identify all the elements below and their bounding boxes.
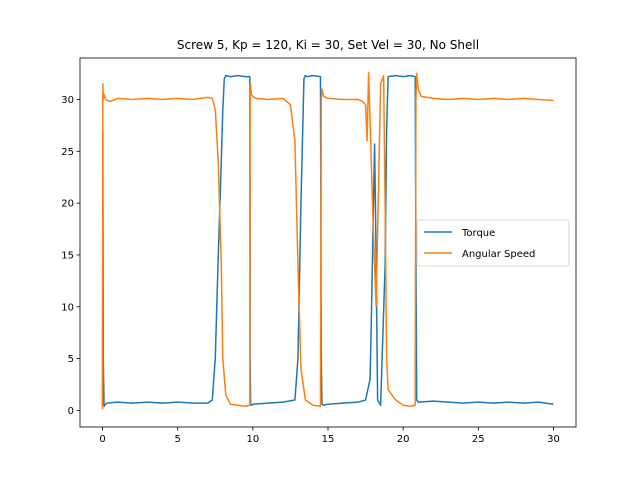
x-tick-label: 0 bbox=[99, 434, 105, 445]
x-axis: 0 5 10 15 20 25 30 bbox=[99, 427, 560, 445]
x-tick-label: 25 bbox=[472, 434, 485, 445]
y-tick-label: 15 bbox=[61, 250, 74, 261]
y-tick-label: 10 bbox=[61, 302, 74, 313]
y-tick-label: 5 bbox=[68, 354, 74, 365]
x-tick-label: 10 bbox=[246, 434, 259, 445]
y-axis: 0 5 10 15 20 25 30 bbox=[61, 95, 80, 417]
x-tick-label: 5 bbox=[175, 434, 181, 445]
series-line-angular-speed bbox=[101, 71, 554, 410]
legend-entry: Torque bbox=[461, 228, 495, 239]
legend: Torque Angular Speed bbox=[416, 219, 570, 267]
y-tick-label: 30 bbox=[61, 95, 74, 106]
x-tick-label: 15 bbox=[322, 434, 335, 445]
chart-title: Screw 5, Kp = 120, Ki = 30, Set Vel = 30… bbox=[177, 38, 479, 52]
y-tick-label: 25 bbox=[61, 147, 74, 158]
y-tick-label: 0 bbox=[68, 406, 74, 417]
legend-entry: Angular Speed bbox=[462, 249, 535, 260]
y-tick-label: 20 bbox=[61, 199, 74, 210]
legend-box bbox=[416, 219, 570, 267]
x-tick-label: 30 bbox=[547, 434, 560, 445]
x-tick-label: 20 bbox=[397, 434, 410, 445]
